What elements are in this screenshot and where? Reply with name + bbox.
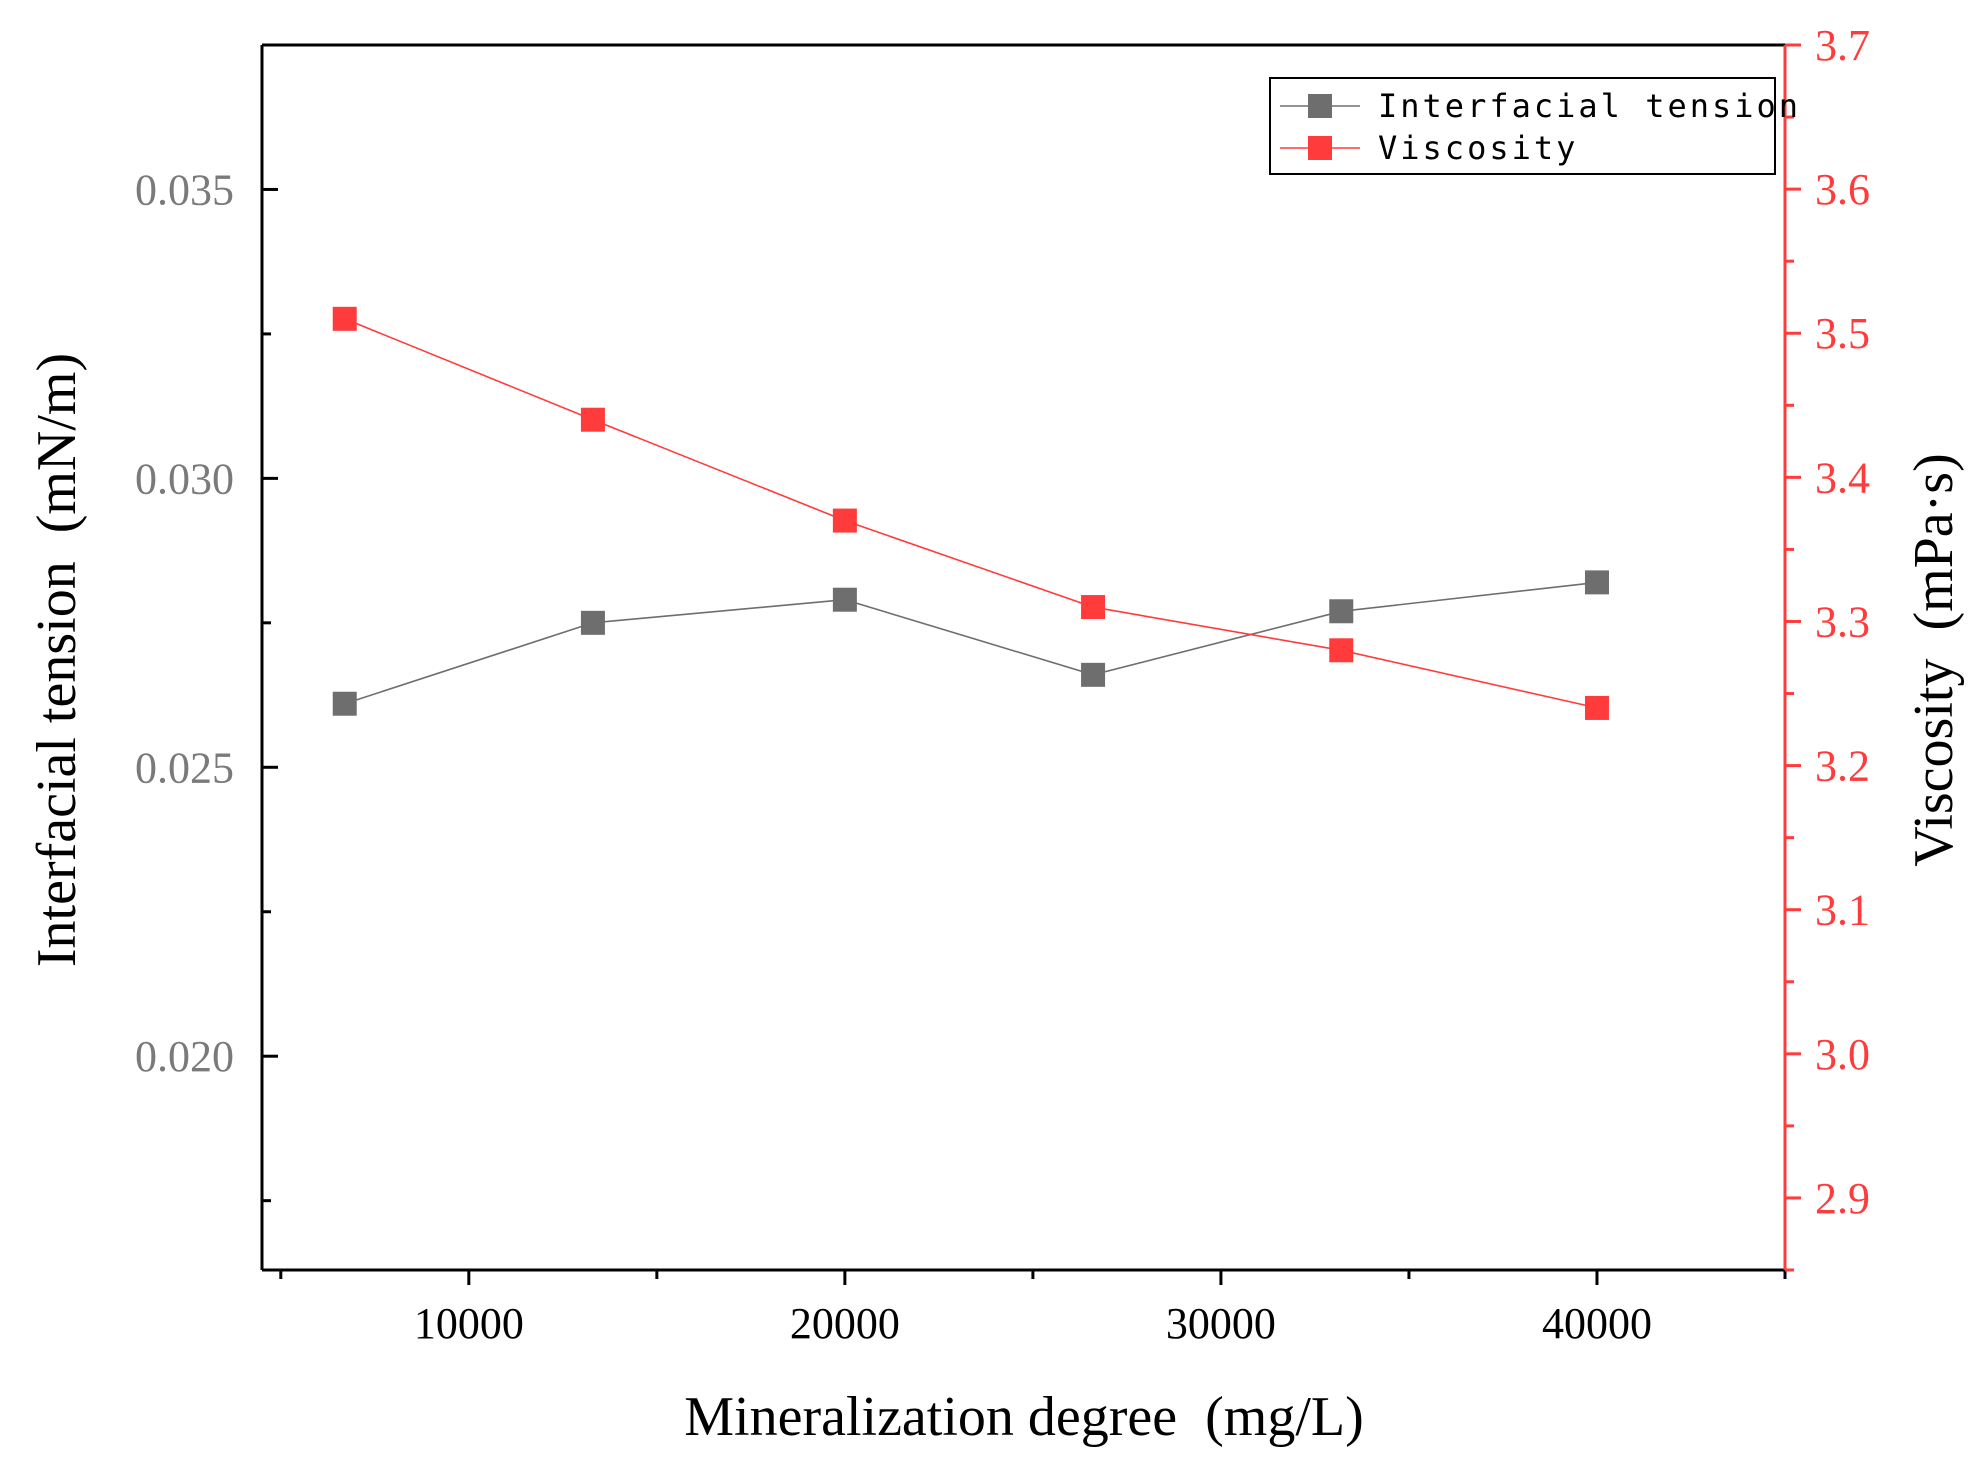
y-right-tick-label: 3.4: [1815, 453, 1870, 502]
y-right-tick-label: 3.0: [1815, 1030, 1870, 1079]
y-right-tick-label: 3.3: [1815, 597, 1870, 646]
interfacial-tension-point: [332, 691, 357, 716]
legend-box: [1269, 77, 1776, 175]
y-left-tick-label: 0.035: [135, 165, 234, 214]
viscosity-line: [344, 318, 1598, 709]
series-layer: [332, 306, 1609, 720]
x-tick-label: 10000: [414, 1299, 524, 1348]
viscosity-point: [332, 306, 357, 331]
interfacial-tension-line: [344, 581, 1598, 705]
y-right-tick-label: 3.6: [1815, 165, 1870, 214]
interfacial-tension-point: [1081, 662, 1106, 687]
x-axis-title: Mineralization degree (mg/L): [684, 1386, 1364, 1448]
legend-interfacial-tension-marker: [1308, 94, 1332, 118]
x-tick-label: 40000: [1542, 1299, 1652, 1348]
y-left-tick-label: 0.025: [135, 743, 234, 792]
interfacial-tension-point: [832, 587, 857, 612]
axes: 10000 20000 30000 40000 0.020 0.025 0.030 0.035…: [135, 21, 1870, 1348]
axis-titles: Mineralization degree (mg/L) Interfacial…: [26, 353, 1965, 1448]
y-left-tick-label: 0.020: [135, 1032, 234, 1081]
viscosity-point: [1584, 695, 1609, 720]
interfacial-tension-point: [1584, 570, 1609, 595]
y-right-tick-label: 2.9: [1815, 1174, 1870, 1223]
y-axis-left-title: Interfacial tension (mN/m): [26, 353, 88, 967]
y-right-tick-label: 3.2: [1815, 742, 1870, 791]
y-left-tick-label: 0.030: [135, 454, 234, 503]
legend: Interfacial tension Viscosity: [1269, 77, 1801, 175]
x-tick-label: 30000: [1166, 1299, 1276, 1348]
legend-viscosity-marker: [1308, 136, 1332, 160]
y-right-tick-label: 3.7: [1815, 21, 1870, 70]
y-axis-right-title: Viscosity (mPa·s): [1903, 453, 1965, 867]
viscosity-point: [832, 508, 857, 533]
interfacial-tension-point: [580, 610, 605, 635]
viscosity-point: [580, 407, 605, 432]
y-right-tick-label: 3.5: [1815, 309, 1870, 358]
viscosity-point: [1081, 595, 1106, 620]
y-right-tick-label: 3.1: [1815, 886, 1870, 935]
x-tick-label: 20000: [790, 1299, 900, 1348]
legend-interfacial-tension-label: Interfacial tension: [1378, 87, 1801, 125]
legend-viscosity-label: Viscosity: [1378, 129, 1578, 167]
viscosity-point: [1329, 638, 1354, 663]
interfacial-tension-point: [1329, 599, 1354, 624]
